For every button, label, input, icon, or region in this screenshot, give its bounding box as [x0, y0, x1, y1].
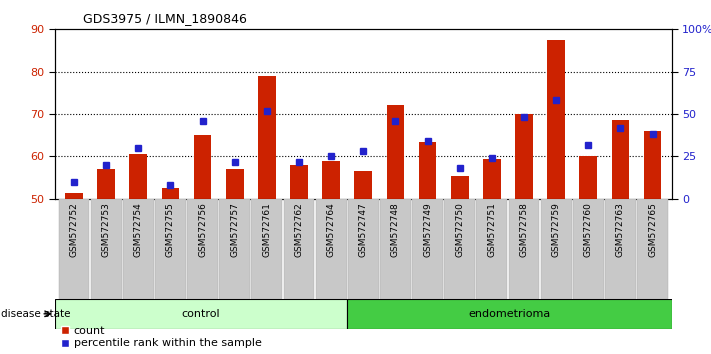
Bar	[161, 188, 179, 199]
Text: GSM572754: GSM572754	[134, 202, 143, 257]
Bar	[258, 76, 276, 199]
Bar	[290, 165, 308, 199]
Bar	[155, 199, 186, 299]
Text: GSM572748: GSM572748	[391, 202, 400, 257]
Bar	[412, 199, 443, 299]
Text: GSM572760: GSM572760	[584, 202, 593, 257]
Text: GSM572762: GSM572762	[294, 202, 304, 257]
Bar	[419, 142, 437, 199]
Bar	[611, 120, 629, 199]
Text: GSM572750: GSM572750	[455, 202, 464, 257]
Text: GSM572761: GSM572761	[262, 202, 272, 257]
Text: GSM572749: GSM572749	[423, 202, 432, 257]
Bar	[284, 199, 314, 299]
Bar	[347, 299, 672, 329]
Text: disease state: disease state	[1, 309, 70, 319]
Bar	[508, 199, 540, 299]
Bar	[91, 199, 122, 299]
Bar	[65, 193, 83, 199]
Text: control: control	[181, 309, 220, 319]
Bar	[187, 199, 218, 299]
Text: GSM572763: GSM572763	[616, 202, 625, 257]
Text: GDS3975 / ILMN_1890846: GDS3975 / ILMN_1890846	[83, 12, 247, 25]
Legend: count, percentile rank within the sample: count, percentile rank within the sample	[60, 326, 262, 348]
Bar	[547, 40, 565, 199]
Bar	[348, 199, 379, 299]
Bar	[483, 159, 501, 199]
Bar	[252, 199, 282, 299]
Bar	[573, 199, 604, 299]
Bar	[129, 154, 147, 199]
Bar	[476, 199, 508, 299]
Text: GSM572756: GSM572756	[198, 202, 207, 257]
Bar	[194, 135, 211, 199]
Bar	[97, 169, 115, 199]
Bar	[219, 199, 250, 299]
Text: GSM572759: GSM572759	[552, 202, 561, 257]
Text: GSM572751: GSM572751	[488, 202, 496, 257]
Bar	[123, 199, 154, 299]
Bar	[380, 199, 411, 299]
Text: GSM572764: GSM572764	[326, 202, 336, 257]
Text: GSM572765: GSM572765	[648, 202, 657, 257]
Bar	[387, 105, 405, 199]
Bar	[579, 156, 597, 199]
Bar	[444, 199, 475, 299]
Bar	[55, 299, 347, 329]
Bar	[637, 199, 668, 299]
Bar	[515, 114, 533, 199]
Bar	[58, 199, 90, 299]
Bar	[643, 131, 661, 199]
Text: GSM572747: GSM572747	[359, 202, 368, 257]
Bar	[605, 199, 636, 299]
Text: GSM572757: GSM572757	[230, 202, 239, 257]
Bar	[541, 199, 572, 299]
Text: endometrioma: endometrioma	[469, 309, 550, 319]
Bar	[322, 161, 340, 199]
Bar	[451, 176, 469, 199]
Text: GSM572752: GSM572752	[70, 202, 78, 257]
Text: GSM572755: GSM572755	[166, 202, 175, 257]
Bar	[316, 199, 346, 299]
Text: GSM572753: GSM572753	[102, 202, 111, 257]
Text: GSM572758: GSM572758	[520, 202, 528, 257]
Bar	[226, 169, 244, 199]
Bar	[355, 171, 372, 199]
